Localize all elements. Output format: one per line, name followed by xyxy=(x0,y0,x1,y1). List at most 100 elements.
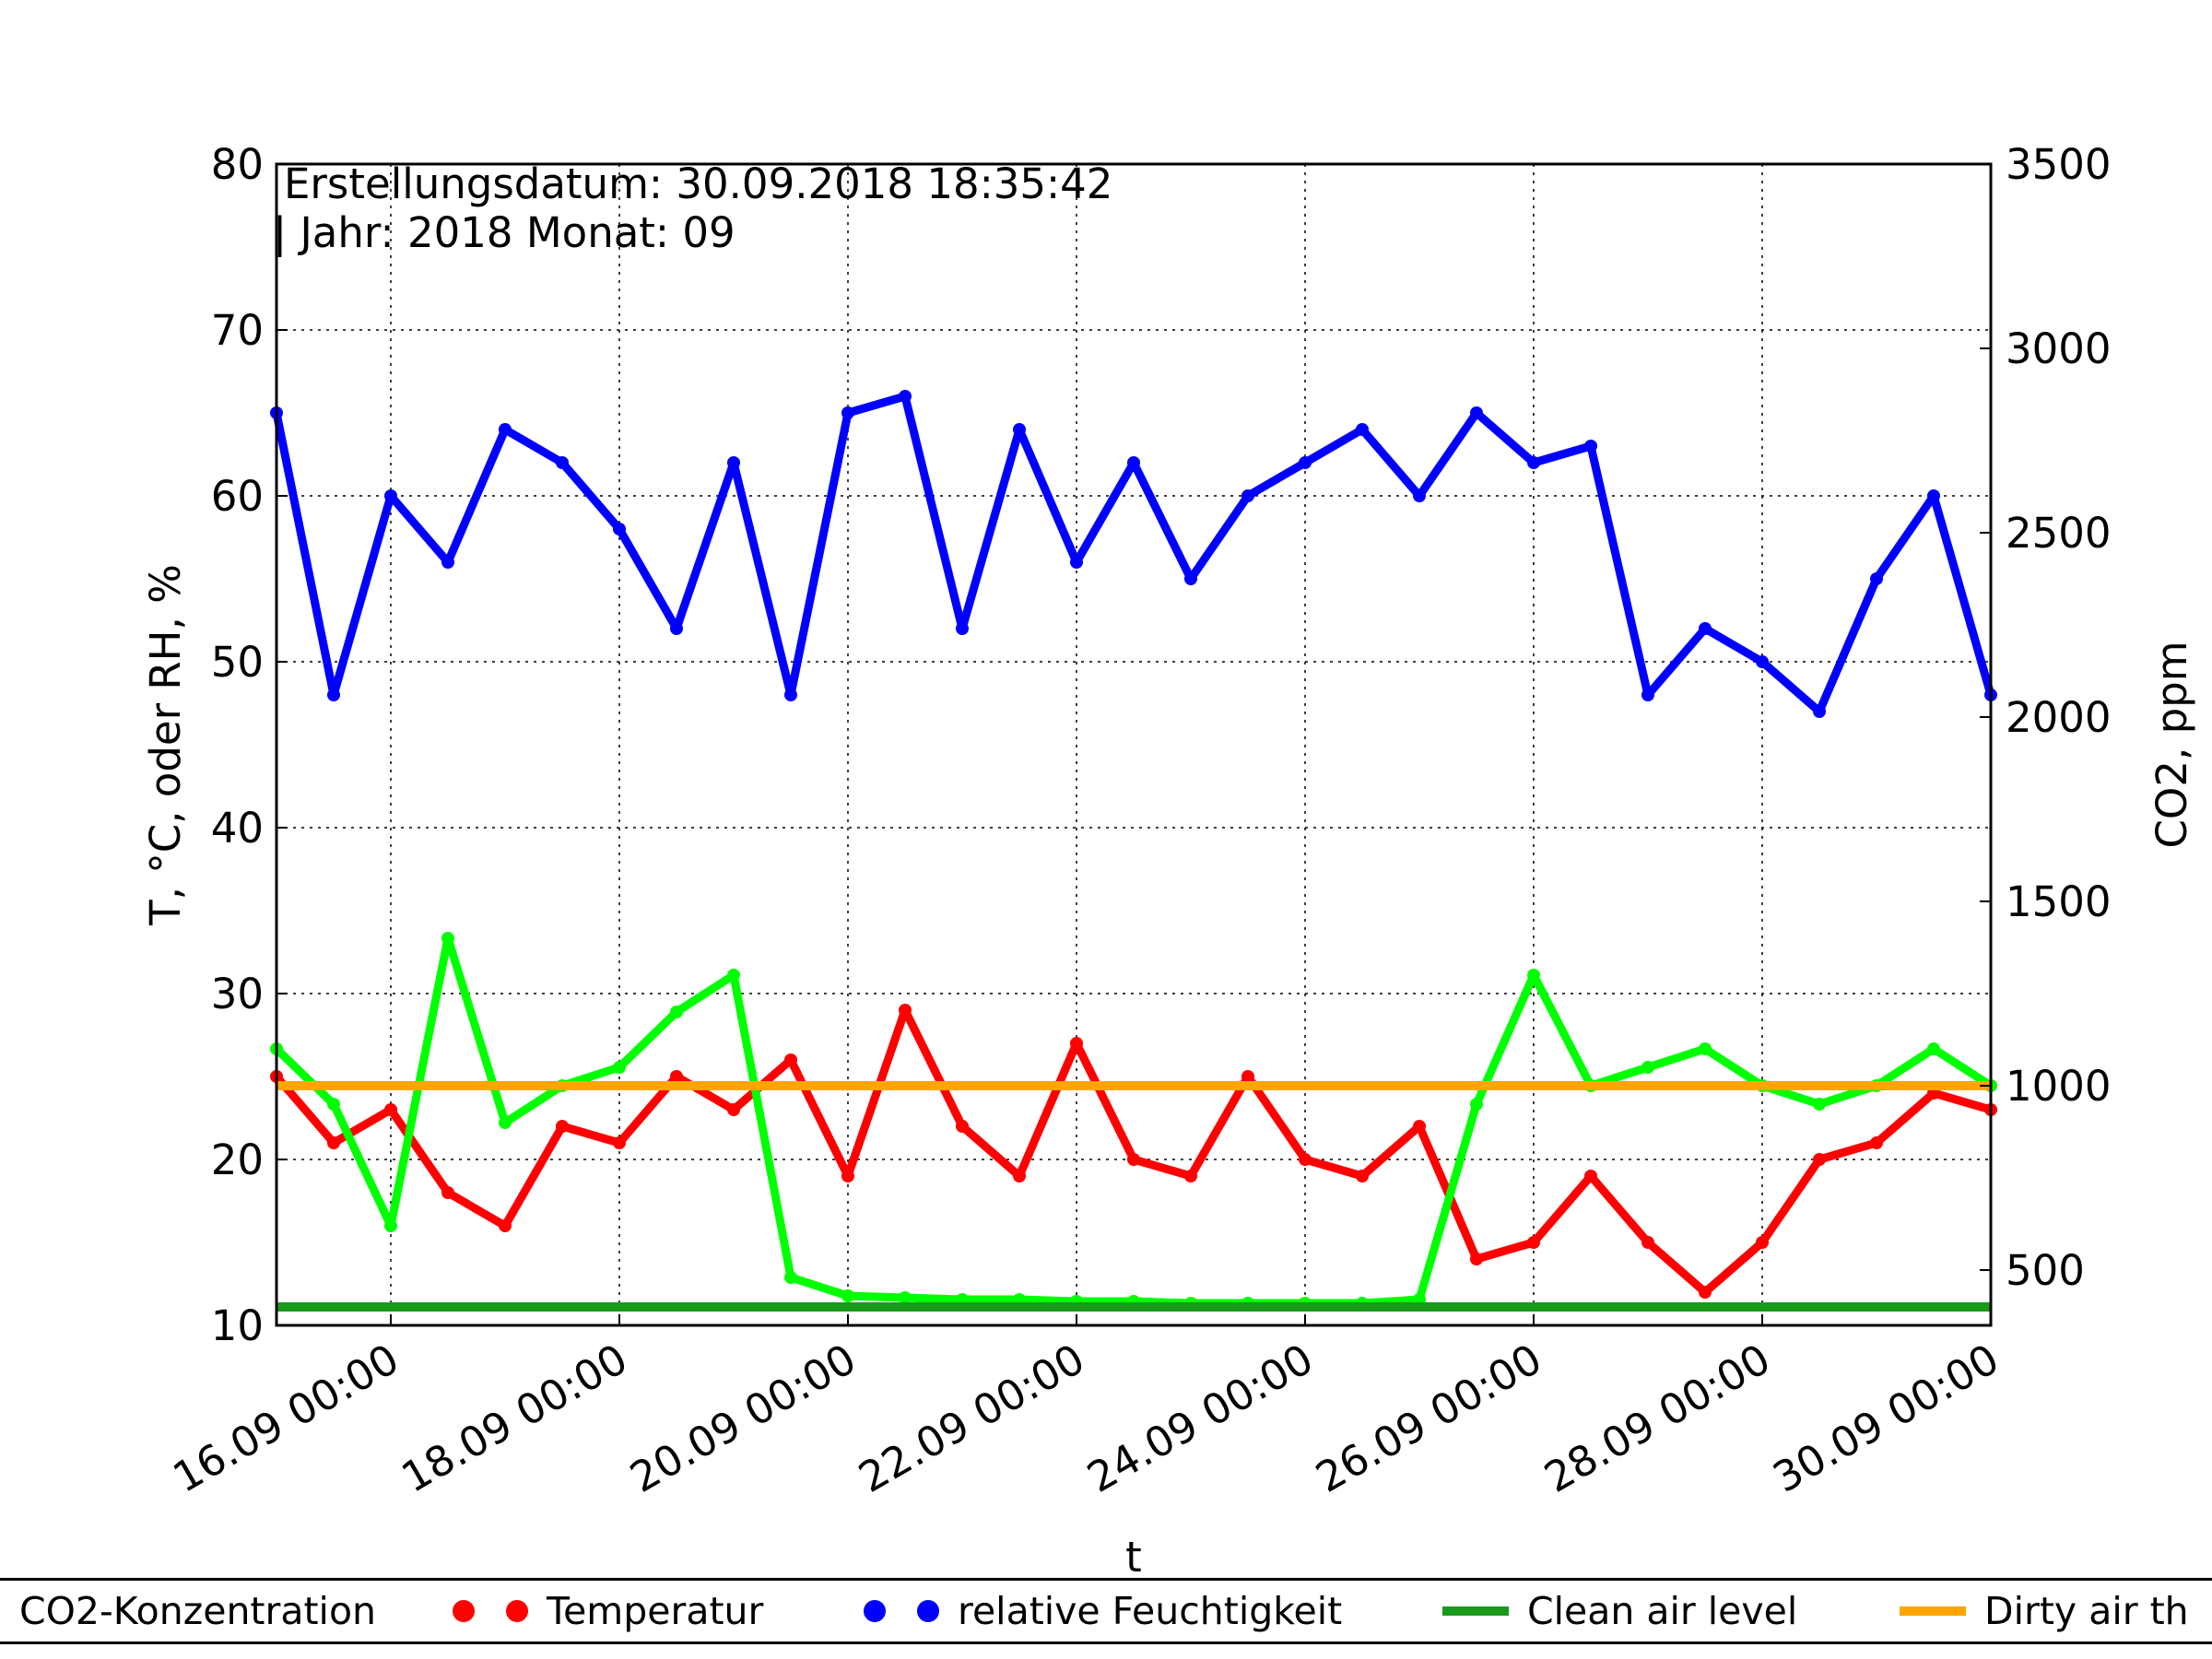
series-temperatur-point xyxy=(1527,1236,1540,1249)
series-relative-feuchtigkeit-point xyxy=(1184,572,1197,585)
series-relative-feuchtigkeit-point xyxy=(899,390,912,403)
series-temperatur-point xyxy=(384,1103,397,1116)
series-co2-konzentration-point xyxy=(841,1289,854,1302)
series-co2-konzentration-point xyxy=(1527,969,1540,982)
series-relative-feuchtigkeit-point xyxy=(956,622,969,635)
y2-tick-label-1: 1000 xyxy=(2006,1062,2112,1111)
series-co2-konzentration-point xyxy=(784,1271,797,1284)
series-relative-feuchtigkeit-point xyxy=(1470,406,1483,419)
annotation-line-1: Erstellungsdatum: 30.09.2018 18:35:42 xyxy=(284,159,1112,208)
series-relative-feuchtigkeit-point xyxy=(499,423,512,436)
y-axis-title: T, °C, oder RH, % xyxy=(141,564,190,926)
y-tick-label-7: 80 xyxy=(211,140,264,189)
x-tick-label-6: 28.09 00:00 xyxy=(1536,1335,1779,1502)
legend: CO2-Konzentration Temperatur relative Feuc… xyxy=(0,1578,2212,1644)
x-tick-label-4: 24.09 00:00 xyxy=(1079,1335,1322,1502)
y-tick-label-5: 60 xyxy=(211,472,264,521)
x-tick-label-1: 18.09 00:00 xyxy=(394,1335,636,1502)
series-relative-feuchtigkeit-point xyxy=(613,523,626,535)
series-relative-feuchtigkeit-trace xyxy=(272,392,1995,716)
series-temperatur-point xyxy=(956,1120,969,1133)
y2-tick-label-6: 3500 xyxy=(2006,140,2112,189)
series-temperatur-point xyxy=(1641,1236,1654,1249)
legend-item-3: Clean air level xyxy=(1442,1581,1797,1641)
series-relative-feuchtigkeit-point xyxy=(727,456,740,469)
series-temperatur-point xyxy=(613,1136,626,1149)
legend-dot xyxy=(453,1600,475,1622)
series-temperatur-point xyxy=(1356,1170,1369,1182)
series-temperatur-point xyxy=(1813,1153,1826,1166)
series-co2-konzentration-point xyxy=(499,1116,512,1129)
series-temperatur-point xyxy=(327,1136,340,1149)
series-co2-konzentration-point xyxy=(1927,1042,1940,1055)
legend-label-0: CO2-Konzentration xyxy=(19,1589,377,1633)
series-relative-feuchtigkeit-point xyxy=(841,406,854,419)
series-temperatur-point xyxy=(441,1186,454,1199)
y-tick-label-4: 50 xyxy=(211,638,264,687)
series-relative-feuchtigkeit-point xyxy=(1356,423,1369,436)
series-co2-konzentration-point xyxy=(1641,1061,1654,1074)
legend-marker-4 xyxy=(1900,1606,1966,1616)
series-relative-feuchtigkeit-point xyxy=(1813,705,1826,718)
x-tick-label-0: 16.09 00:00 xyxy=(165,1335,407,1502)
series-temperatur-point xyxy=(899,1004,912,1017)
series-temperatur-point xyxy=(1870,1136,1883,1149)
y2-tick-label-2: 1500 xyxy=(2006,877,2112,926)
x-tick-label-3: 22.09 00:00 xyxy=(851,1335,1093,1502)
series-temperatur-point xyxy=(727,1103,740,1116)
y2-axis-title: CO2, ppm xyxy=(2147,641,2196,848)
series-temperatur-point xyxy=(1756,1236,1769,1249)
legend-item-4: Dirty air th xyxy=(1900,1581,2189,1641)
series-layer xyxy=(270,390,1997,1312)
legend-item-2: relative Feuchtigkeit xyxy=(864,1581,1342,1641)
series-co2-konzentration-point xyxy=(1699,1042,1712,1055)
y2-tick-label-3: 2000 xyxy=(2006,693,2112,742)
y-tick-label-3: 40 xyxy=(211,804,264,853)
series-relative-feuchtigkeit-point xyxy=(441,556,454,569)
series-co2-konzentration-point xyxy=(384,1219,397,1232)
series-temperatur-point xyxy=(841,1170,854,1182)
series-relative-feuchtigkeit-point xyxy=(1127,456,1140,469)
series-co2-konzentration-point xyxy=(1470,1098,1483,1111)
series-temperatur-point xyxy=(556,1120,569,1133)
series-co2-konzentration-point xyxy=(1813,1098,1826,1111)
y-tick-label-0: 10 xyxy=(211,1301,264,1350)
series-temperatur-point xyxy=(1299,1153,1312,1166)
series-co2-konzentration-point xyxy=(327,1098,340,1111)
series-relative-feuchtigkeit-point xyxy=(1070,556,1083,569)
series-co2-konzentration-point xyxy=(670,1006,683,1018)
series-relative-feuchtigkeit-point xyxy=(670,622,683,635)
series-temperatur-point xyxy=(1070,1037,1083,1050)
series-co2-konzentration-point xyxy=(899,1291,912,1304)
series-relative-feuchtigkeit-point xyxy=(1699,622,1712,635)
x-tick-label-5: 26.09 00:00 xyxy=(1308,1335,1550,1502)
legend-label-4: Dirty air th xyxy=(1984,1589,2189,1633)
series-relative-feuchtigkeit-point xyxy=(1927,489,1940,502)
x-tick-label-2: 20.09 00:00 xyxy=(622,1335,865,1502)
legend-item-0: CO2-Konzentration xyxy=(19,1581,376,1641)
legend-dot xyxy=(506,1600,528,1622)
x-tick-label-7: 30.09 00:00 xyxy=(1765,1335,2007,1502)
legend-marker-1 xyxy=(453,1600,528,1622)
y-tick-label-1: 20 xyxy=(211,1135,264,1184)
series-relative-feuchtigkeit-point xyxy=(1641,688,1654,701)
series-relative-feuchtigkeit-point xyxy=(1527,456,1540,469)
legend-marker-3 xyxy=(1442,1606,1509,1616)
series-co2-konzentration-point xyxy=(441,932,454,945)
series-temperatur-point xyxy=(1127,1153,1140,1166)
series-co2-konzentration-point xyxy=(727,969,740,982)
series-temperatur-point xyxy=(784,1053,797,1066)
series-temperatur-point xyxy=(1413,1120,1426,1133)
series-temperatur-point xyxy=(1013,1170,1026,1182)
series-relative-feuchtigkeit-point xyxy=(384,489,397,502)
series-relative-feuchtigkeit-point xyxy=(784,688,797,701)
series-temperatur-point xyxy=(1470,1253,1483,1265)
legend-dot xyxy=(917,1600,939,1622)
series-temperatur-point xyxy=(1241,1070,1254,1083)
series-temperatur-point xyxy=(1584,1170,1597,1182)
series-temperatur-point xyxy=(670,1070,683,1083)
series-relative-feuchtigkeit-point xyxy=(1013,423,1026,436)
series-relative-feuchtigkeit-point xyxy=(327,688,340,701)
series-relative-feuchtigkeit-point xyxy=(1241,489,1254,502)
